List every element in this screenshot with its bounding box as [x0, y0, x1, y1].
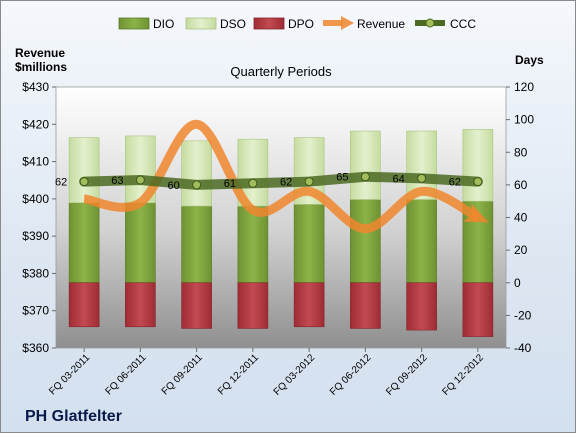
left-axis-tick-label: $370: [22, 304, 49, 318]
bar-dio: [237, 205, 269, 284]
bar-dio: [125, 202, 156, 284]
ccc-data-label: 62: [280, 177, 292, 189]
left-axis-tick-label: $380: [22, 266, 49, 280]
ccc-point: [360, 172, 370, 182]
ccc-layer: 62 63 60 61 62 65 64 62: [55, 171, 483, 192]
left-axis-tick-label: $390: [22, 229, 49, 243]
right-axis-tick-label: -40: [514, 341, 532, 355]
legend-label-dpo: DPO: [288, 17, 314, 31]
ccc-point: [248, 178, 258, 188]
bar-dio: [181, 205, 212, 284]
x-axis-tick-label: FQ 03-2011: [47, 352, 92, 397]
x-axis-tick-label: FQ 09-2012: [384, 352, 430, 398]
left-axis-title-line1: Revenue: [15, 46, 65, 60]
ccc-point: [79, 177, 89, 187]
bar-dpo: [237, 282, 269, 329]
ccc-data-label: 60: [168, 180, 180, 192]
ccc-data-label: 65: [336, 172, 348, 184]
revenue-line: [83, 119, 489, 234]
bar-dso: [68, 137, 100, 204]
ccc-data-label: 62: [55, 177, 67, 189]
ccc-point: [417, 173, 427, 183]
x-axis-tick-label: FQ 03-2012: [272, 352, 318, 398]
bar-dio: [350, 199, 381, 284]
left-axis-tick-label: $420: [22, 117, 49, 131]
legend: DIO DSO DPO Revenue CCC: [118, 16, 476, 31]
left-axis-tick-label: $400: [22, 192, 49, 206]
legend-swatch-dio: [118, 17, 150, 30]
bar-dpo: [350, 282, 381, 329]
right-axis-tick-label: 40: [514, 211, 528, 225]
ccc-data-label: 62: [449, 177, 461, 189]
bar-dpo: [406, 282, 437, 331]
company-name: PH Glatfelter: [25, 408, 122, 425]
right-axis-tick-label: 0: [514, 276, 521, 290]
bar-dpo: [181, 282, 212, 329]
ccc-point: [135, 175, 145, 185]
bar-dio: [68, 202, 100, 284]
bar-dso: [181, 140, 212, 207]
bar-dso: [462, 129, 494, 202]
ccc-point: [192, 180, 202, 190]
legend-label-dio: DIO: [153, 17, 174, 31]
ccc-point: [304, 177, 314, 187]
bar-dpo: [293, 282, 325, 328]
right-axis-tick-label: -20: [514, 308, 532, 322]
right-axis-tick-label: 100: [514, 113, 534, 127]
right-axis-tick-label: 80: [514, 145, 528, 159]
ccc-data-label: 63: [111, 175, 123, 187]
right-axis-title: Days: [515, 53, 544, 67]
ccc-data-label: 61: [224, 178, 236, 190]
left-axis-tick-label: $360: [22, 341, 49, 355]
x-axis-tick-label: FQ 12-2011: [216, 352, 261, 397]
left-axis-title-line2: $millions: [15, 60, 67, 74]
bar-dso: [125, 135, 156, 204]
left-axis-tick-label: $430: [22, 80, 49, 94]
plot-area: [55, 86, 507, 349]
legend-label-ccc: CCC: [450, 17, 476, 31]
right-axis-tick-label: 60: [514, 178, 528, 192]
legend-swatch-dpo: [253, 17, 285, 30]
ccc-data-label: 64: [393, 173, 405, 185]
x-axis-tick-label: FQ 09-2011: [160, 352, 205, 397]
ccc-point: [473, 177, 483, 187]
right-axis-tick-label: 120: [514, 80, 534, 94]
bar-dpo: [68, 282, 100, 328]
legend-label-revenue: Revenue: [357, 17, 405, 31]
right-axis-tick-label: 20: [514, 243, 528, 257]
bar-dpo: [125, 282, 156, 328]
x-axis-tick-label: FQ 06-2012: [328, 352, 374, 398]
bar-dpo: [462, 282, 494, 337]
revenue-layer: [83, 119, 489, 234]
legend-label-dso: DSO: [220, 17, 246, 31]
ccc-line: [79, 171, 483, 190]
chart-title: Quarterly Periods: [230, 64, 332, 79]
legend-swatch-revenue: [323, 16, 354, 30]
bar-dso: [350, 130, 381, 200]
x-axis-tick-label: FQ 06-2011: [104, 352, 149, 397]
bar-dio: [293, 204, 325, 284]
legend-swatch-dso: [185, 17, 217, 30]
x-axis-tick-label: FQ 12-2012: [440, 352, 486, 398]
left-axis-tick-label: $410: [22, 155, 49, 169]
legend-swatch-ccc: [415, 18, 445, 28]
bar-dio: [406, 199, 437, 284]
